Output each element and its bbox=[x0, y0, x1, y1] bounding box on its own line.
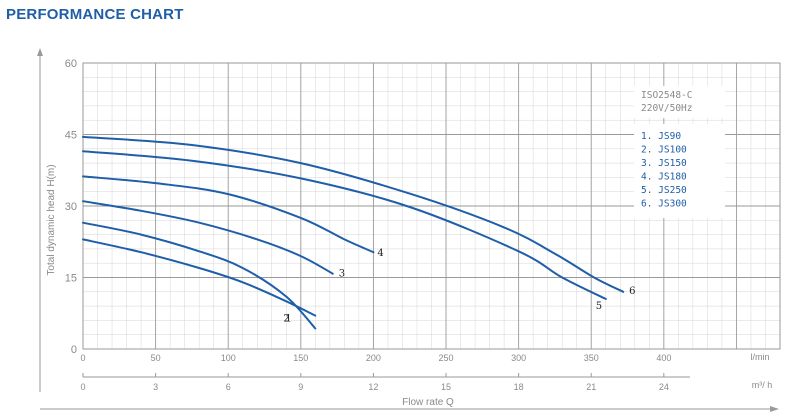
x-unit-secondary: m³/ h bbox=[752, 380, 773, 390]
power-label: 220V/50Hz bbox=[641, 103, 692, 114]
y-tick-label: 60 bbox=[65, 58, 77, 70]
x-tick-label-secondary: 24 bbox=[659, 382, 669, 392]
series-end-label-1: 1 bbox=[285, 314, 291, 325]
series-line-2 bbox=[82, 221, 317, 330]
x-tick-label-secondary: 21 bbox=[586, 382, 596, 392]
y-axis-label: Total dynamic head H(m) bbox=[46, 164, 57, 275]
series-end-label-6: 6 bbox=[629, 286, 635, 297]
series-line-6 bbox=[82, 135, 625, 293]
chart-axes bbox=[37, 48, 781, 412]
y-tick-label: 30 bbox=[65, 201, 77, 213]
x-tick-label: 300 bbox=[511, 353, 526, 363]
x-tick-label: 50 bbox=[151, 353, 161, 363]
legend-entry: 4. JS180 bbox=[641, 172, 687, 183]
x-tick-label: 350 bbox=[584, 353, 599, 363]
page-title: PERFORMANCE CHART bbox=[6, 6, 184, 23]
plot-frame bbox=[82, 62, 781, 350]
standard-label: ISO2548-C bbox=[641, 90, 692, 101]
legend-entry: 1. JS90 bbox=[641, 131, 681, 142]
x-tick-label-secondary: 15 bbox=[441, 382, 451, 392]
x-tick-label-secondary: 3 bbox=[153, 382, 158, 392]
legend-entry: 3. JS150 bbox=[641, 158, 687, 169]
y-tick-label: 0 bbox=[71, 344, 77, 356]
x-axis-arrow bbox=[770, 406, 779, 412]
chart-curves: 12 3 4 5 6 bbox=[82, 135, 636, 330]
y-tick-label: 45 bbox=[65, 130, 77, 142]
chart-legend: ISO2548-C 220V/50Hz 1. JS90 2. JS100 3. JS… bbox=[634, 86, 725, 218]
legend-box bbox=[634, 124, 725, 218]
x-tick-label: 100 bbox=[221, 353, 236, 363]
x-tick-label-secondary: 6 bbox=[226, 382, 231, 392]
series-line-1 bbox=[82, 238, 317, 317]
series-end-label-4: 4 bbox=[377, 248, 383, 259]
x-tick-label: 150 bbox=[293, 353, 308, 363]
legend-entry: 6. JS300 bbox=[641, 199, 687, 210]
x-tick-label: 400 bbox=[656, 353, 671, 363]
x-axis-label: Flow rate Q bbox=[402, 397, 454, 408]
series-end-label-2: 2 bbox=[283, 314, 289, 325]
x-tick-label-secondary: 9 bbox=[298, 382, 303, 392]
series-line-3 bbox=[82, 200, 334, 275]
series-end-label-3: 3 bbox=[339, 269, 345, 280]
y-axis-arrow bbox=[37, 48, 43, 56]
y-tick-label: 15 bbox=[65, 273, 77, 285]
x-tick-label-secondary: 12 bbox=[368, 382, 378, 392]
series-line-5 bbox=[82, 150, 607, 300]
x-tick-label: 0 bbox=[80, 353, 85, 363]
spec-box bbox=[634, 86, 725, 118]
series-line-4 bbox=[82, 175, 375, 254]
series-end-label-5: 5 bbox=[596, 301, 602, 312]
x-tick-label-secondary: 0 bbox=[80, 382, 85, 392]
legend-entry: 5. JS250 bbox=[641, 185, 687, 196]
x-tick-label-secondary: 18 bbox=[514, 382, 524, 392]
x-tick-label: 250 bbox=[439, 353, 454, 363]
x-unit-primary: l/min bbox=[750, 352, 769, 362]
legend-entry: 2. JS100 bbox=[641, 145, 687, 156]
x-tick-label: 200 bbox=[366, 353, 381, 363]
